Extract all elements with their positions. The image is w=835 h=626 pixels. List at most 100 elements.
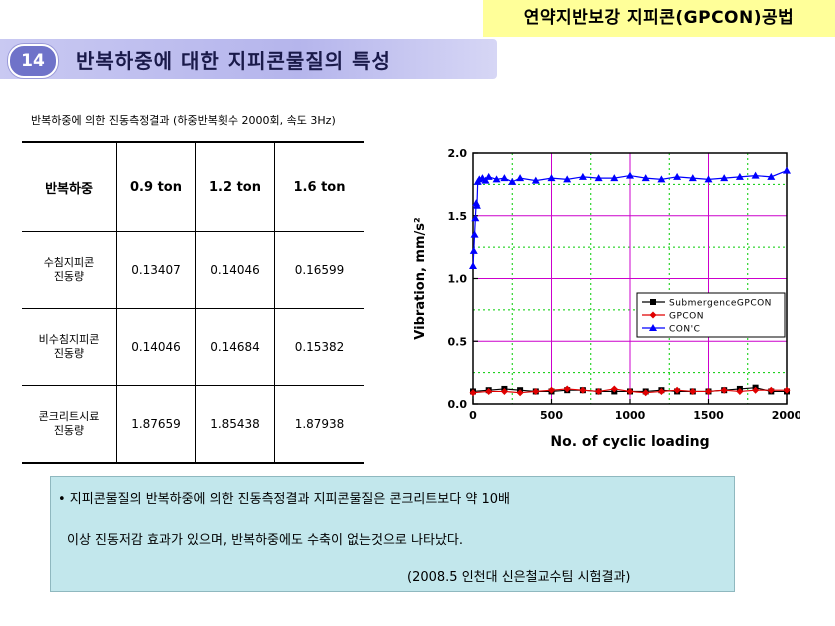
x-tick-label: 2000 bbox=[772, 409, 800, 422]
row-label: 콘크리트시료 진동량 bbox=[22, 385, 117, 463]
y-tick-label: 1.5 bbox=[448, 210, 468, 223]
data-point bbox=[579, 386, 587, 394]
summary-line-2: 이상 진동저감 효과가 있으며, 반복하중에도 수축이 없는것으로 나타났다. bbox=[67, 533, 463, 548]
row-label-line: 콘크리트시료 bbox=[38, 409, 100, 423]
data-point bbox=[516, 174, 525, 182]
data-point bbox=[767, 172, 776, 180]
legend-marker bbox=[649, 324, 657, 331]
top-banner: 연약지반보강 지피콘(GPCON)공법 bbox=[483, 0, 835, 37]
data-point bbox=[508, 177, 517, 185]
table-row: 비수침지피콘 진동량 0.14046 0.14684 0.15382 bbox=[22, 308, 364, 386]
row-label-line: 진동량 bbox=[53, 270, 85, 283]
data-point bbox=[626, 171, 634, 179]
data-point bbox=[500, 174, 509, 182]
x-tick-label: 500 bbox=[540, 409, 563, 422]
table-cell: 1.87938 bbox=[294, 416, 345, 431]
row-label-line: 진동량 bbox=[53, 347, 85, 360]
table-cell: 0.14684 bbox=[195, 308, 275, 386]
data-point bbox=[531, 176, 540, 184]
data-point bbox=[578, 172, 587, 180]
y-tick-label: 2.0 bbox=[448, 147, 468, 160]
data-point bbox=[704, 175, 713, 183]
table-caption: 반복하중에 의한 진동측정결과 (하중반복횟수 2000회, 속도 3Hz) bbox=[31, 114, 336, 127]
data-point bbox=[705, 387, 712, 395]
row-label-line: 진동량 bbox=[53, 423, 85, 437]
summary-source: (2008.5 인천대 신은철교수팀 시험결과) bbox=[407, 570, 631, 585]
table-cell: 0.13407 bbox=[116, 231, 196, 309]
legend-label: SubmergenceGPCON bbox=[669, 299, 772, 309]
header-cell: 1.6 ton bbox=[293, 179, 346, 195]
data-point bbox=[563, 175, 572, 183]
data-point bbox=[673, 386, 681, 394]
data-point bbox=[735, 172, 744, 180]
section-title: 반복하중에 대한 지피콘물질의 특성 bbox=[76, 49, 391, 73]
data-point bbox=[767, 386, 775, 394]
data-point bbox=[688, 174, 697, 182]
results-table: 반복하중 0.9 ton 1.2 ton 1.6 ton 수침지피콘 진동량 0… bbox=[22, 141, 364, 464]
y-tick-label: 1.0 bbox=[448, 273, 468, 286]
header-cell: 반복하중 bbox=[22, 142, 117, 232]
data-point bbox=[642, 389, 650, 397]
y-tick-label: 0.5 bbox=[448, 335, 468, 348]
row-label-line: 비수침지피콘 bbox=[38, 333, 100, 346]
table-row: 수침지피콘 진동량 0.13407 0.14046 0.16599 bbox=[22, 231, 364, 309]
data-point bbox=[469, 246, 478, 254]
section-number-badge: 14 bbox=[8, 44, 58, 78]
legend-label: CON'C bbox=[669, 325, 700, 335]
data-point bbox=[472, 201, 481, 209]
data-point bbox=[485, 387, 493, 395]
row-label: 수침지피콘 진동량 bbox=[22, 231, 117, 309]
summary-line-1: • 지피콘물질의 반복하중에 의한 진동측정결과 지피콘물질은 콘크리트보다 약… bbox=[58, 492, 510, 507]
data-point bbox=[657, 387, 665, 395]
table-cell: 0.14046 bbox=[195, 231, 275, 309]
data-point bbox=[532, 387, 540, 395]
data-point bbox=[500, 387, 508, 395]
data-point bbox=[736, 387, 744, 395]
data-point bbox=[563, 385, 571, 393]
table-row: 콘크리트시료 진동량 1.87659 1.85438 1.87938 bbox=[22, 385, 364, 463]
x-tick-label: 1500 bbox=[693, 409, 724, 422]
data-point bbox=[626, 387, 634, 395]
table-header-row: 반복하중 0.9 ton 1.2 ton 1.6 ton bbox=[22, 142, 364, 232]
y-axis-label: Vibration, mm/s² bbox=[413, 217, 428, 339]
table-cell: 0.15382 bbox=[294, 340, 345, 354]
data-point bbox=[469, 389, 477, 397]
data-point bbox=[492, 175, 501, 183]
data-point bbox=[547, 174, 556, 182]
data-point bbox=[594, 174, 603, 182]
data-point bbox=[471, 214, 480, 222]
y-tick-label: 0.0 bbox=[448, 398, 468, 411]
x-axis-label: No. of cyclic loading bbox=[550, 434, 709, 450]
table-cell: 0.14046 bbox=[116, 308, 196, 386]
row-label-line: 수침지피콘 bbox=[43, 256, 95, 269]
data-point bbox=[548, 386, 555, 394]
data-point bbox=[751, 171, 760, 179]
data-point bbox=[783, 386, 791, 394]
legend-marker bbox=[650, 299, 656, 305]
header-cell: 1.2 ton bbox=[195, 142, 275, 232]
data-point bbox=[470, 230, 479, 238]
table-cell: 0.16599 bbox=[294, 263, 345, 277]
vibration-chart: 0 500 1000 1500 2000 0.0 0.5 1.0 1.5 2.0 No. of cy… bbox=[413, 147, 800, 450]
data-point bbox=[657, 175, 666, 183]
data-point bbox=[516, 389, 524, 397]
data-point bbox=[641, 174, 650, 182]
data-point bbox=[595, 387, 603, 395]
header-cell: 0.9 ton bbox=[116, 142, 196, 232]
table-cell: 1.87659 bbox=[116, 385, 196, 463]
legend-box bbox=[636, 292, 786, 338]
section-title-bar bbox=[0, 39, 497, 79]
data-point bbox=[689, 387, 697, 395]
data-point bbox=[752, 386, 760, 394]
data-point bbox=[481, 176, 490, 184]
data-point bbox=[720, 174, 729, 182]
row-label: 비수침지피콘 진동량 bbox=[22, 308, 117, 386]
data-point bbox=[783, 166, 791, 174]
x-tick-label: 1000 bbox=[615, 409, 646, 422]
data-point bbox=[484, 172, 493, 180]
table-cell: 1.85438 bbox=[195, 385, 275, 463]
data-point bbox=[469, 261, 477, 269]
data-point bbox=[673, 172, 682, 180]
data-point bbox=[610, 385, 618, 393]
summary-note-box bbox=[50, 476, 735, 592]
